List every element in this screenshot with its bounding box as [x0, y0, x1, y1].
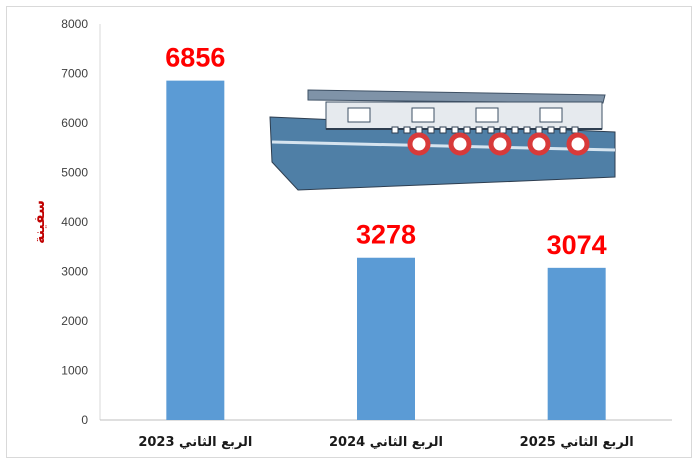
category-labels: الربع الثاني 2023 الربع الثاني 2024 الربع …: [138, 435, 633, 450]
bar: [547, 267, 606, 420]
bar: [166, 80, 225, 421]
data-label: 3074: [547, 230, 607, 260]
data-labels: 6856 3278 3074: [165, 43, 606, 260]
y-tick-label: 5000: [61, 166, 88, 180]
y-tick-label: 8000: [61, 17, 88, 31]
data-label: 6856: [165, 43, 225, 73]
y-tick-label: 3000: [61, 265, 88, 279]
category-label: الربع الثاني 2024: [329, 435, 443, 450]
bar: [357, 257, 415, 420]
y-axis-label: سفينة: [32, 200, 48, 244]
category-label: الربع الثاني 2023: [138, 435, 252, 450]
y-tick-label: 2000: [61, 314, 88, 328]
y-tick-label: 4000: [61, 215, 88, 229]
y-tick-label: 0: [81, 413, 88, 427]
y-tick-label: 1000: [61, 364, 88, 378]
y-tick-label: 7000: [61, 67, 88, 81]
data-label: 3278: [356, 220, 416, 250]
bars: [166, 80, 606, 421]
ship-icon: [269, 89, 616, 191]
y-tick-label: 6000: [61, 116, 88, 130]
category-label: الربع الثاني 2025: [520, 435, 634, 450]
y-tick-labels: 0 1000 2000 3000 4000 5000 6000 7000 8000: [61, 17, 88, 427]
